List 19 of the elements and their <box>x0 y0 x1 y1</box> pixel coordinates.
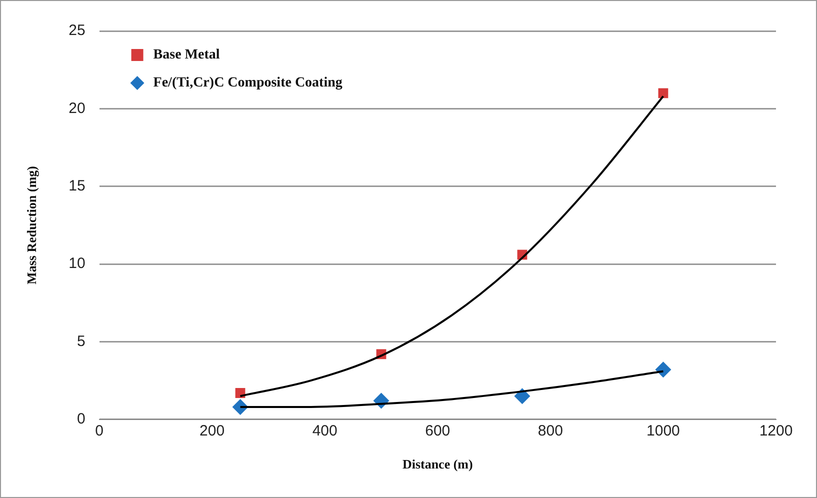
x-tick-label: 600 <box>425 422 450 440</box>
y-tick-label: 20 <box>68 100 86 117</box>
point <box>655 362 672 378</box>
x-tick-label: 1000 <box>646 422 680 440</box>
x-tick-label: 200 <box>200 422 225 440</box>
point <box>658 88 668 98</box>
x-axis-title: Distance (m) <box>402 456 473 472</box>
legend-label: Base Metal <box>153 48 220 63</box>
x-tick-label: 0 <box>95 422 104 440</box>
x-tick-label: 800 <box>538 422 563 440</box>
y-axis-title: Mass Reduction (mg) <box>24 166 40 284</box>
y-tick-label: 25 <box>68 22 86 40</box>
y-tick-label: 10 <box>68 255 86 272</box>
y-tick-label: 0 <box>76 410 86 428</box>
x-tick-label: 400 <box>312 422 338 440</box>
x-tick-label: 1200 <box>759 422 793 440</box>
y-tick-label: 15 <box>68 178 86 194</box>
legend-label: Fe/(Ti,Cr)C Composite Coating <box>153 76 342 91</box>
y-tick-label: 5 <box>76 332 86 350</box>
